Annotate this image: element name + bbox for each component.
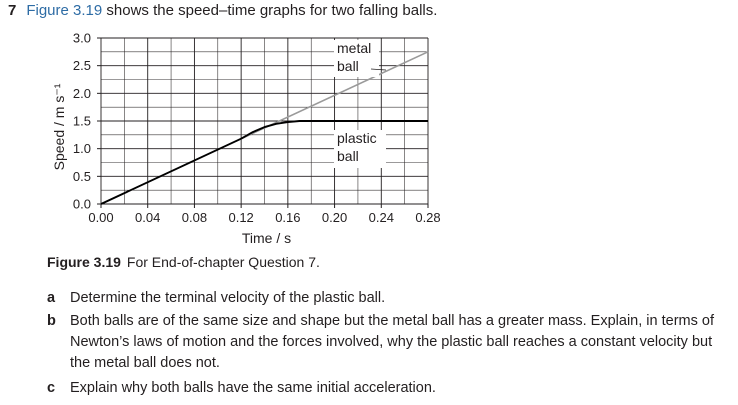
x-tick-label: 0.04: [135, 210, 160, 225]
part-text: Both balls are of the same size and shap…: [70, 313, 714, 371]
series-label-text: ball: [337, 148, 359, 164]
part-text: Explain why both balls have the same ini…: [70, 380, 436, 396]
speed-time-chart: 0.0 0.5 1.0 1.5 2.0 2.5 3.0 0.00 0.04 0.08 0.12 0.1…: [51, 31, 441, 247]
y-tick-label: 3.0: [73, 31, 91, 46]
x-tick-label: 0.20: [322, 210, 347, 225]
series-label-text: ball: [337, 58, 359, 74]
series-label-text: plastic: [337, 130, 377, 146]
series-label-leader: [370, 68, 387, 71]
figure-reference-link[interactable]: Figure 3.19: [26, 2, 103, 19]
question-number: 7: [8, 2, 17, 19]
x-tick-label: 0.00: [88, 210, 113, 225]
question-intro: shows the speed–time graphs for two fall…: [102, 2, 438, 19]
figure-caption: Figure 3.19 For End-of-chapter Question 7…: [47, 252, 320, 272]
chart-series: [100, 51, 429, 205]
series-line-plastic-ball: [100, 120, 428, 205]
part-text: Determine the terminal velocity of the p…: [70, 290, 386, 306]
chart-labels: metal ball plastic ball: [334, 40, 387, 168]
y-tick-label: 1.5: [73, 114, 91, 129]
part-letter: b: [47, 313, 56, 329]
y-tick-label: 1.0: [73, 141, 91, 156]
y-tick-label: 0.0: [73, 197, 91, 212]
y-axis-label: Speed / m s⁻¹: [51, 83, 67, 170]
figure-caption-label: Figure 3.19: [47, 254, 121, 270]
y-tick-label: 2.5: [73, 58, 91, 73]
part-letter: a: [47, 290, 56, 306]
part-letter: c: [47, 380, 56, 396]
x-axis-label: Time / s: [242, 230, 291, 246]
chart-axes: 0.0 0.5 1.0 1.5 2.0 2.5 3.0 0.00 0.04 0.08 0.12 0.1…: [51, 31, 441, 247]
y-tick-label: 2.0: [73, 86, 91, 101]
question-heading: 7 Figure 3.19 shows the speed–time graphs…: [8, 0, 437, 22]
figure-caption-text: For End-of-chapter Question 7.: [126, 254, 320, 270]
series-label-text: metal: [337, 40, 371, 56]
series-label-box: [334, 40, 379, 77]
y-tick-label: 0.5: [73, 169, 91, 184]
x-tick-label: 0.24: [369, 210, 394, 225]
x-tick-label: 0.08: [182, 210, 207, 225]
x-tick-label: 0.28: [415, 210, 440, 225]
x-tick-label: 0.16: [275, 210, 300, 225]
x-tick-label: 0.12: [228, 210, 253, 225]
series-label-box: [334, 130, 386, 168]
